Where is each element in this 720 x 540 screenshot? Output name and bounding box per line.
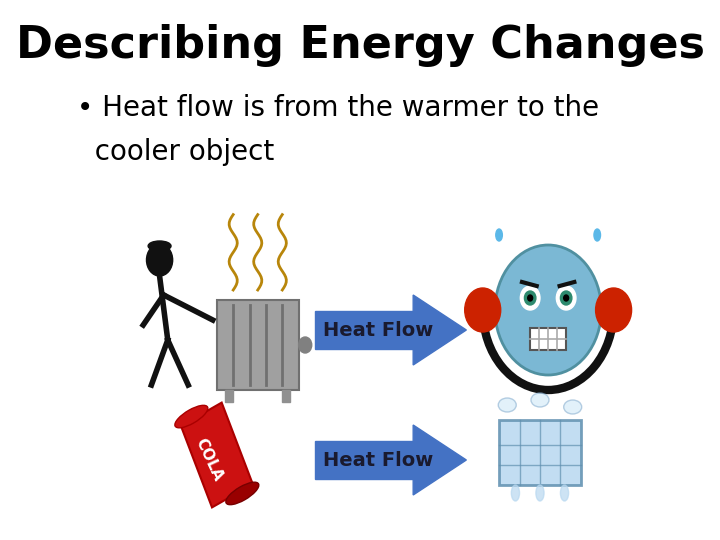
Ellipse shape	[496, 229, 503, 241]
Text: • Heat flow is from the warmer to the: • Heat flow is from the warmer to the	[77, 94, 600, 123]
Circle shape	[528, 295, 533, 301]
Circle shape	[146, 244, 173, 276]
Circle shape	[524, 291, 536, 305]
Ellipse shape	[175, 406, 208, 428]
Text: cooler object: cooler object	[77, 138, 274, 166]
Circle shape	[560, 291, 572, 305]
Bar	[315, 441, 413, 479]
Text: Heat Flow: Heat Flow	[323, 321, 433, 340]
Bar	[181, 403, 253, 508]
Polygon shape	[413, 425, 467, 495]
Circle shape	[495, 245, 601, 375]
Ellipse shape	[560, 485, 569, 501]
Ellipse shape	[536, 485, 544, 501]
Bar	[499, 420, 581, 485]
Circle shape	[464, 288, 500, 332]
Ellipse shape	[148, 241, 171, 251]
Ellipse shape	[564, 400, 582, 414]
Bar	[530, 328, 566, 350]
Bar	[282, 390, 290, 402]
Bar	[315, 311, 413, 349]
Polygon shape	[413, 295, 467, 365]
Ellipse shape	[594, 229, 600, 241]
Bar	[217, 300, 299, 390]
Text: Describing Energy Changes: Describing Energy Changes	[16, 24, 704, 68]
Circle shape	[564, 295, 569, 301]
Ellipse shape	[226, 482, 258, 505]
Circle shape	[521, 286, 540, 310]
Circle shape	[595, 288, 631, 332]
Bar	[225, 390, 233, 402]
Ellipse shape	[511, 485, 520, 501]
Text: COLA: COLA	[192, 436, 225, 484]
Circle shape	[557, 286, 576, 310]
Ellipse shape	[498, 398, 516, 412]
Circle shape	[299, 337, 312, 353]
Ellipse shape	[531, 393, 549, 407]
Text: Heat Flow: Heat Flow	[323, 450, 433, 469]
